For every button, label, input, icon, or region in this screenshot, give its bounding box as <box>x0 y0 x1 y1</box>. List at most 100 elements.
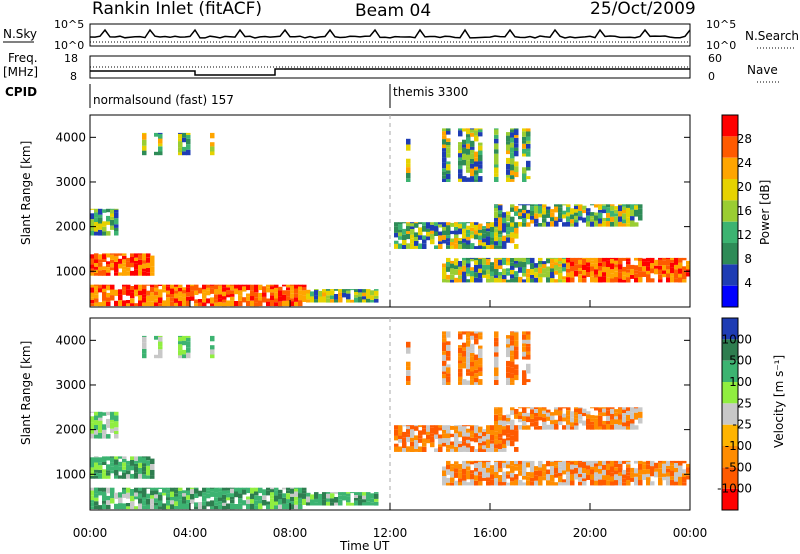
power-cell <box>90 230 95 236</box>
velocity-cell <box>522 351 527 357</box>
velocity-cell <box>498 449 503 452</box>
power-cell <box>478 232 483 236</box>
velocity-cell <box>526 462 531 468</box>
power-cell <box>142 263 147 269</box>
velocity-cell <box>398 446 403 452</box>
velocity-cell <box>346 492 351 494</box>
power-cell <box>142 271 147 276</box>
velocity-cell <box>474 377 479 383</box>
velocity-cell <box>174 489 179 494</box>
power-cell <box>134 253 139 258</box>
power-cell <box>154 132 159 137</box>
power-cell <box>418 243 423 249</box>
power-cell <box>406 222 411 224</box>
velocity-cell <box>114 503 119 510</box>
velocity-cell <box>506 437 511 441</box>
velocity-cell <box>402 431 407 438</box>
power-cell <box>554 265 559 271</box>
velocity-cell <box>650 471 655 477</box>
power-cell <box>458 169 463 174</box>
power-cell <box>494 218 499 222</box>
power-cell <box>118 258 123 264</box>
power-cell <box>330 290 335 296</box>
power-cell <box>478 164 483 169</box>
power-cell <box>506 218 511 222</box>
velocity-cell <box>158 354 163 359</box>
velocity-cell <box>494 466 499 472</box>
velocity-cell <box>94 475 99 479</box>
velocity-cell <box>250 487 255 491</box>
velocity-cell <box>226 490 231 494</box>
velocity-cell <box>494 461 499 467</box>
power-cell <box>306 293 311 300</box>
power-cell <box>114 289 119 296</box>
power-cell <box>566 216 571 222</box>
power-cell <box>506 222 511 224</box>
velocity-cell <box>358 492 363 496</box>
power-cell <box>670 259 675 263</box>
power-cell <box>522 148 527 154</box>
velocity-cell <box>518 464 523 470</box>
power-cell <box>506 230 511 235</box>
velocity-cell <box>138 456 143 458</box>
velocity-cell <box>470 356 475 362</box>
power-cell <box>154 299 159 303</box>
velocity-cell <box>342 495 347 501</box>
velocity-cell <box>110 416 115 420</box>
velocity-cell <box>446 482 451 486</box>
velocity-cell <box>338 499 343 506</box>
power-cell <box>102 300 107 307</box>
velocity-cell <box>566 462 571 466</box>
velocity-cell <box>94 456 99 463</box>
velocity-cell <box>178 355 183 359</box>
velocity-cell <box>478 348 483 354</box>
power-cell <box>594 277 599 283</box>
power-cell <box>486 236 491 242</box>
power-cell <box>146 253 151 258</box>
power-cell <box>662 260 667 265</box>
power-cell <box>434 231 439 236</box>
power-cell <box>398 222 403 224</box>
power-cell <box>346 299 351 303</box>
velocity-cell <box>478 442 483 446</box>
velocity-cell <box>158 336 163 342</box>
velocity-cell <box>362 492 367 496</box>
power-cell <box>94 284 99 291</box>
power-cell <box>90 224 95 231</box>
power-cell <box>462 139 467 145</box>
velocity-cell <box>450 471 455 478</box>
velocity-cell <box>658 460 663 463</box>
velocity-cell <box>582 462 587 468</box>
power-cell <box>306 289 311 294</box>
velocity-cell <box>498 425 503 430</box>
power-cell <box>502 226 507 233</box>
velocity-cell <box>90 500 95 503</box>
velocity-ylabel: Slant Range [km] <box>19 341 33 445</box>
velocity-cell <box>450 433 455 438</box>
y-tick-label: 4000 <box>55 130 86 144</box>
velocity-cell <box>278 504 283 510</box>
power-cell <box>682 266 687 271</box>
velocity-cell <box>538 407 543 409</box>
velocity-cell <box>410 437 415 442</box>
velocity-cell <box>470 430 475 435</box>
power-cell <box>178 132 183 134</box>
velocity-cell <box>554 423 559 430</box>
power-cell <box>358 292 363 297</box>
power-cell <box>506 135 511 142</box>
power-cell <box>94 208 99 213</box>
power-cell <box>594 269 599 275</box>
velocity-cell <box>106 456 111 461</box>
power-cell <box>494 176 499 182</box>
power-cell <box>462 265 467 272</box>
power-cell <box>486 245 491 249</box>
velocity-cell <box>618 472 623 476</box>
power-cell <box>530 263 535 270</box>
velocity-cell <box>510 345 515 351</box>
power-cell <box>106 264 111 268</box>
power-cell <box>522 173 527 177</box>
velocity-cell <box>510 469 515 473</box>
power-cell <box>562 258 567 264</box>
velocity-cell <box>470 470 475 474</box>
velocity-cell <box>398 432 403 436</box>
